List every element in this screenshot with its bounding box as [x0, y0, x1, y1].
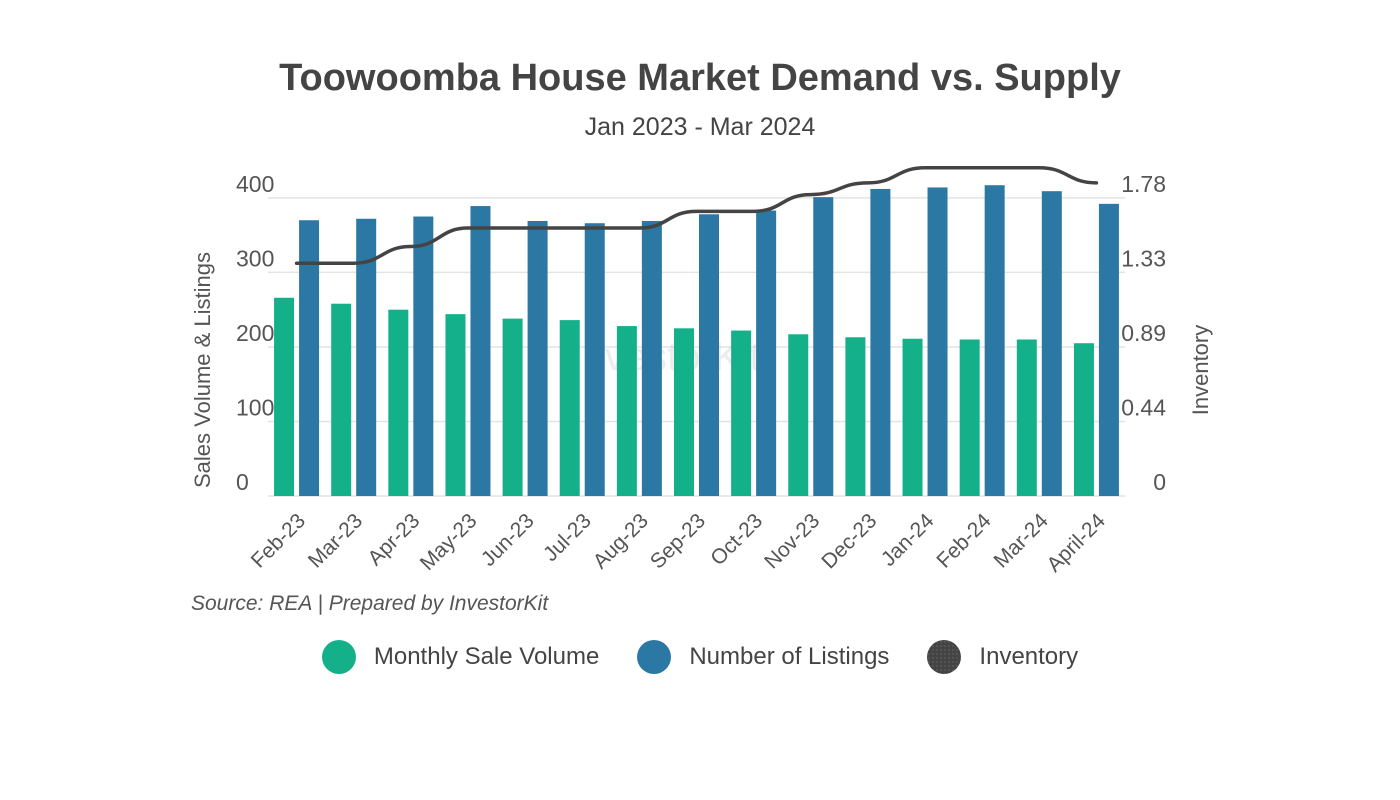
- y-right-tick-2: 0.89: [1121, 320, 1166, 346]
- x-tick-feb-24: Feb-24: [932, 509, 996, 573]
- bar-listings-oct-23: [756, 210, 777, 496]
- x-tick-oct-23: Oct-23: [706, 509, 767, 570]
- y-right-axis-label: Inventory: [1188, 325, 1213, 416]
- bar-sale-volume-aug-23: [616, 326, 637, 496]
- bar-sale-volume-jan-24: [902, 338, 923, 496]
- x-tick-april-24: April-24: [1043, 509, 1111, 577]
- y-left-tick-300: 300: [236, 245, 274, 271]
- bar-sale-volume-nov-23: [788, 334, 809, 496]
- bar-sale-volume-jul-23: [559, 320, 580, 496]
- bar-listings-dec-23: [870, 188, 891, 496]
- bar-sale-volume-may-23: [445, 314, 466, 496]
- bar-sale-volume-dec-23: [845, 337, 866, 496]
- x-tick-aug-23: Aug-23: [589, 509, 653, 573]
- bar-listings-nov-23: [813, 197, 834, 496]
- legend-swatch-listings: [637, 640, 672, 674]
- legend-label-sale-volume: Monthly Sale Volume: [373, 643, 600, 670]
- x-tick-jun-23: Jun-23: [477, 509, 539, 571]
- y-right-tick-1: 0.44: [1121, 394, 1166, 420]
- bar-listings-may-23: [470, 206, 491, 496]
- bar-sale-volume-feb-23: [274, 297, 295, 496]
- bar-listings-jul-23: [584, 223, 605, 496]
- y-right-tick-3: 1.33: [1121, 245, 1166, 271]
- bar-sale-volume-mar-24: [1016, 339, 1037, 496]
- legend-item-sale-volume[interactable]: Monthly Sale Volume: [321, 640, 600, 674]
- legend-swatch-inventory: [927, 640, 962, 674]
- bar-sale-volume-april-24: [1073, 343, 1094, 496]
- chart-title: Toowoomba House Market Demand vs. Supply: [279, 57, 1121, 99]
- x-tick-sep-23: Sep-23: [646, 509, 710, 573]
- y-left-tick-0: 0: [236, 469, 249, 495]
- legend-swatch-sale-volume: [321, 640, 356, 674]
- bar-sale-volume-jun-23: [502, 318, 523, 496]
- bar-listings-feb-24: [984, 185, 1005, 496]
- x-tick-apr-23: Apr-23: [364, 509, 425, 570]
- legend-label-listings: Number of Listings: [689, 643, 890, 670]
- bar-sale-volume-mar-23: [331, 303, 352, 496]
- x-tick-may-23: May-23: [416, 509, 482, 575]
- legend-item-listings[interactable]: Number of Listings: [637, 640, 889, 674]
- y-right-tick-4: 1.78: [1121, 171, 1166, 197]
- chart-subtitle: Jan 2023 - Mar 2024: [585, 113, 816, 141]
- y-left-axis-label: Sales Volume & Listings: [190, 252, 215, 488]
- bar-listings-jan-24: [927, 187, 948, 497]
- bar-listings-april-24: [1098, 203, 1119, 496]
- bar-sale-volume-oct-23: [731, 330, 752, 496]
- bar-sale-volume-sep-23: [674, 328, 694, 496]
- bar-listings-sep-23: [699, 214, 719, 496]
- x-tick-feb-23: Feb-23: [247, 509, 310, 572]
- bar-listings-apr-23: [413, 216, 434, 497]
- x-tick-nov-23: Nov-23: [760, 509, 824, 573]
- bar-listings-aug-23: [641, 220, 662, 496]
- x-tick-mar-23: Mar-23: [304, 509, 367, 572]
- source-note: Source: REA | Prepared by InvestorKit: [191, 592, 549, 615]
- legend-label-inventory: Inventory: [979, 643, 1079, 670]
- legend-item-inventory[interactable]: Inventory: [927, 640, 1078, 674]
- x-tick-dec-23: Dec-23: [817, 509, 881, 573]
- y-left-tick-200: 200: [236, 320, 274, 346]
- legend: Monthly Sale Volume Number of Listings I…: [0, 640, 1400, 674]
- bar-sale-volume-apr-23: [388, 309, 409, 496]
- y-right-tick-0: 0: [1153, 469, 1166, 495]
- bar-listings-mar-23: [356, 218, 377, 497]
- x-tick-jul-23: Jul-23: [539, 509, 596, 566]
- y-left-tick-400: 400: [236, 171, 274, 197]
- x-tick-jan-24: Jan-24: [877, 509, 939, 571]
- bar-listings-mar-24: [1041, 191, 1062, 496]
- bar-sale-volume-feb-24: [959, 339, 980, 496]
- bar-listings-jun-23: [527, 220, 548, 496]
- bar-listings-feb-23: [299, 220, 320, 496]
- y-left-tick-100: 100: [236, 394, 274, 420]
- x-tick-mar-24: Mar-24: [990, 509, 1054, 573]
